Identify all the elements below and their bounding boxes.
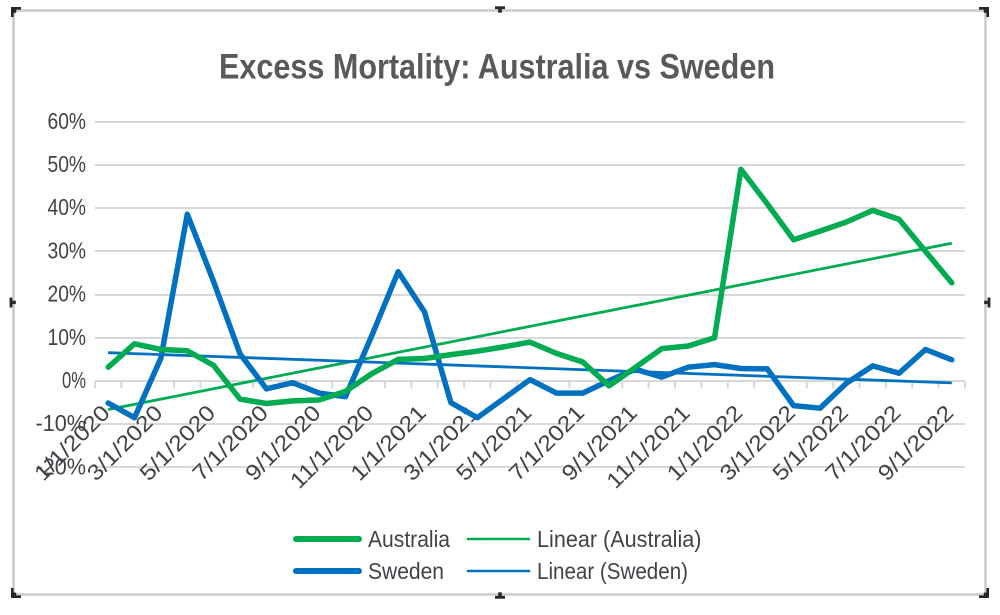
svg-text:50%: 50% xyxy=(48,151,87,177)
svg-text:20%: 20% xyxy=(48,281,87,307)
svg-text:-20%: -20% xyxy=(36,453,87,479)
svg-text:40%: 40% xyxy=(48,194,87,220)
svg-text:Linear (Sweden): Linear (Sweden) xyxy=(537,558,688,584)
svg-text:Excess Mortality: Australia vs: Excess Mortality: Australia vs Sweden xyxy=(219,48,775,87)
svg-text:30%: 30% xyxy=(48,237,87,263)
svg-text:60%: 60% xyxy=(48,108,87,134)
svg-text:Australia: Australia xyxy=(368,526,450,552)
svg-text:-10%: -10% xyxy=(36,410,87,436)
svg-text:0%: 0% xyxy=(62,367,86,393)
svg-text:10%: 10% xyxy=(48,324,87,350)
svg-text:Linear (Australia): Linear (Australia) xyxy=(537,526,702,552)
svg-text:Sweden: Sweden xyxy=(368,558,444,584)
